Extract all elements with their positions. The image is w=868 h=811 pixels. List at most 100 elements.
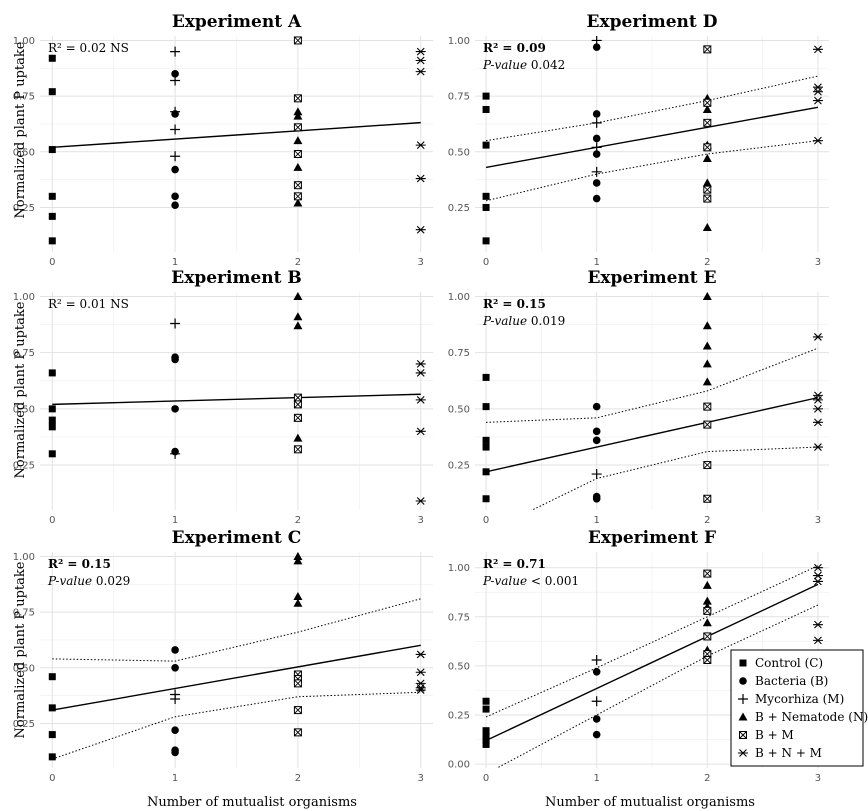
data-point	[48, 450, 56, 458]
x-tick-label: 2	[295, 515, 301, 526]
data-points	[482, 292, 823, 503]
data-point	[415, 650, 426, 659]
data-point	[415, 56, 426, 65]
ci-lower-line	[52, 691, 421, 760]
data-point	[293, 413, 302, 422]
data-point	[293, 136, 303, 145]
data-point	[293, 592, 303, 601]
x-tick-label: 0	[49, 773, 55, 784]
data-point	[703, 461, 712, 470]
data-point	[592, 194, 601, 203]
data-point	[293, 706, 302, 715]
data-point	[702, 377, 712, 386]
x-tick-label: 3	[815, 773, 821, 784]
data-point	[812, 395, 823, 404]
data-point	[171, 165, 179, 174]
legend-label: Mycorhiza (M)	[755, 692, 844, 706]
legend-marker	[739, 659, 747, 667]
x-tick-label: 2	[295, 773, 301, 784]
x-tick-label: 1	[172, 515, 178, 526]
legend-marker	[739, 677, 747, 685]
data-point	[171, 201, 179, 210]
data-point	[592, 730, 601, 739]
p-value-label: P-value < 0.001	[482, 574, 579, 588]
data-point	[415, 369, 426, 377]
data-point	[415, 686, 426, 694]
y-tick-label: 0.75	[13, 348, 35, 359]
r-squared-label: R² = 0.09	[483, 41, 546, 55]
data-point	[293, 36, 302, 45]
data-point	[48, 704, 56, 712]
data-point	[171, 663, 179, 672]
data-point	[591, 655, 602, 665]
p-value-label: P-value 0.019	[482, 314, 565, 328]
data-point	[170, 318, 181, 329]
ci-lower-line	[485, 140, 818, 202]
ci-lower-line	[496, 604, 819, 768]
data-point	[591, 166, 602, 177]
data-point	[812, 636, 823, 645]
data-point	[592, 150, 601, 158]
data-point	[482, 468, 490, 476]
data-point	[48, 237, 56, 245]
data-point	[482, 105, 490, 113]
ci-upper-line	[486, 347, 819, 423]
data-point	[482, 727, 490, 735]
data-point	[48, 673, 56, 681]
data-point	[702, 580, 712, 589]
data-point	[482, 697, 490, 705]
x-tick-label: 1	[172, 773, 178, 784]
data-point	[703, 632, 712, 641]
data-point	[812, 571, 823, 580]
data-point	[482, 141, 490, 149]
data-point	[702, 618, 712, 627]
data-point	[293, 123, 302, 132]
y-tick-label: 1.00	[448, 292, 470, 303]
x-tick-label: 2	[295, 257, 301, 268]
y-tick-label: 0.50	[13, 663, 35, 674]
data-point	[415, 497, 426, 505]
x-tick-label: 0	[49, 515, 55, 526]
data-point	[812, 333, 823, 341]
data-point	[482, 737, 490, 745]
data-point	[415, 360, 426, 368]
data-point	[171, 192, 179, 201]
data-point	[482, 436, 490, 444]
data-point	[415, 427, 426, 436]
data-point	[592, 402, 601, 411]
data-point	[702, 321, 712, 330]
panel-title: Experiment F	[588, 528, 716, 548]
data-points	[48, 36, 426, 245]
data-point	[171, 355, 179, 364]
data-point	[703, 45, 712, 54]
y-tick-label: 0.50	[448, 661, 470, 672]
data-point	[415, 395, 426, 404]
data-point	[812, 443, 823, 451]
data-point	[293, 433, 303, 442]
legend: Control (C) Bacteria (B) Mycorhiza (M) B + …	[730, 649, 868, 767]
data-point	[482, 237, 490, 245]
data-point	[702, 292, 712, 300]
legend-label: B + M	[755, 728, 794, 742]
data-point	[415, 174, 426, 183]
ci-upper-line	[485, 75, 819, 142]
data-point	[293, 111, 303, 120]
y-tick-label: 1.00	[13, 36, 35, 47]
data-point	[293, 312, 303, 321]
x-tick-label: 3	[418, 515, 424, 526]
y-tick-label: 0.75	[13, 608, 35, 619]
x-tick-label: 2	[704, 773, 710, 784]
data-point	[812, 563, 823, 572]
data-point	[592, 715, 601, 723]
data-point	[293, 181, 302, 190]
data-point	[592, 436, 601, 445]
data-point	[415, 668, 426, 677]
data-point	[48, 369, 56, 377]
data-point	[293, 321, 303, 330]
data-point	[415, 47, 426, 56]
legend-label: Control (C)	[755, 656, 823, 670]
data-point	[48, 88, 56, 96]
data-point	[170, 124, 181, 135]
data-point	[171, 405, 179, 413]
